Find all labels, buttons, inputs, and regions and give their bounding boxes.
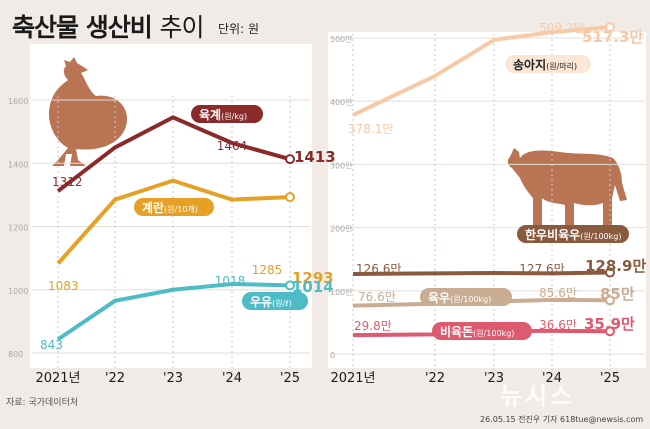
newsis-watermark: 뉴시스 [500, 382, 576, 410]
y-tick-label: 100만 [330, 288, 353, 297]
data-label-2025: 517.3만 [582, 28, 643, 46]
data-label-2025: 1014 [292, 278, 334, 296]
y-tick-label: 500만 [330, 35, 353, 44]
x-tick-label: '23 [163, 371, 183, 386]
series-tag [242, 292, 308, 310]
y-tick-label: 1000 [8, 287, 28, 296]
title-main: 축산물 생산비 [12, 13, 153, 42]
x-tick-label: 2021년 [35, 371, 80, 386]
data-label-2024: 127.6만 [519, 262, 564, 276]
data-label-2021: 76.6만 [358, 290, 396, 304]
data-label-2024: 85.6만 [539, 286, 577, 300]
series-unit: (원/10개) [164, 204, 198, 214]
series-unit: (원/100kg) [473, 329, 514, 338]
data-point [605, 295, 615, 306]
series-unit: (원/100kg) [580, 232, 621, 241]
series-line [56, 178, 291, 265]
y-tick-label: 0 [330, 351, 335, 360]
page-title: 축산물 생산비 추이 [12, 8, 204, 44]
source-note: 자료: 국가데이터처 [6, 398, 79, 408]
data-point [285, 154, 295, 165]
series-line [56, 115, 291, 193]
data-label-2021: 843 [40, 338, 63, 352]
title-sub: 추이 [159, 13, 204, 42]
x-tick-label: '22 [105, 371, 125, 386]
series-line [56, 282, 291, 342]
data-label-2025: 1413 [294, 148, 336, 166]
series-name: 우유(원/ℓ) [250, 295, 292, 309]
data-label-2025: 85만 [600, 285, 635, 303]
x-tick-label: 2021년 [330, 371, 375, 386]
series-unit: (원/100kg) [450, 295, 491, 304]
x-tick-label: '24 [542, 371, 562, 386]
data-label-2021: 1312 [52, 175, 83, 189]
data-point [605, 267, 615, 278]
data-label-2021: 126.6만 [356, 262, 401, 276]
y-tick-label: 1400 [8, 160, 28, 169]
series-unit: (원/ℓ) [272, 299, 292, 308]
data-label-2025: 1293 [292, 269, 334, 287]
data-point [285, 280, 295, 291]
data-label-2021: 1083 [48, 279, 79, 293]
data-point [285, 192, 295, 203]
x-tick-label: '24 [222, 371, 242, 386]
x-tick-label: '22 [425, 371, 445, 386]
cow-icon [507, 148, 627, 225]
data-point [605, 22, 615, 33]
x-tick-label: '25 [280, 371, 300, 386]
data-label-2024: 1464 [217, 139, 248, 153]
series-tag [432, 322, 532, 340]
y-tick-label: 1200 [8, 224, 28, 233]
series-tag [505, 55, 591, 73]
series-tag [191, 105, 263, 123]
data-label-2025: 35.9만 [584, 315, 635, 333]
series-unit: (원/kg) [221, 112, 247, 121]
data-label-2024: 36.6만 [539, 318, 577, 332]
y-tick-label: 800 [8, 350, 23, 359]
data-label-2024: 1018 [215, 274, 246, 288]
series-tag [420, 288, 512, 306]
y-tick-label: 200만 [330, 225, 353, 234]
chicken-icon [48, 57, 128, 166]
data-label-2025: 128.9만 [585, 257, 646, 275]
series-line [352, 25, 611, 117]
y-tick-label: 1600 [8, 97, 28, 106]
credit-line: 26.05.15 전진우 기자 618tue@newsis.com [480, 415, 644, 424]
series-unit: (원/마리) [546, 62, 577, 71]
data-point [605, 326, 615, 337]
x-tick-label: '23 [484, 371, 504, 386]
y-tick-label: 400만 [330, 98, 353, 107]
unit-label: 단위: 원 [218, 22, 259, 36]
series-tag [517, 225, 629, 243]
series-line [352, 270, 611, 276]
data-label-2021: 29.8만 [354, 319, 392, 333]
data-label-2024: 1285 [252, 263, 283, 277]
x-tick-label: '25 [600, 371, 620, 386]
y-tick-label: 300만 [330, 161, 353, 170]
data-label-2024: 509.2만 [539, 21, 584, 35]
data-label-2021: 378.1만 [348, 122, 393, 136]
series-tag [134, 198, 214, 216]
